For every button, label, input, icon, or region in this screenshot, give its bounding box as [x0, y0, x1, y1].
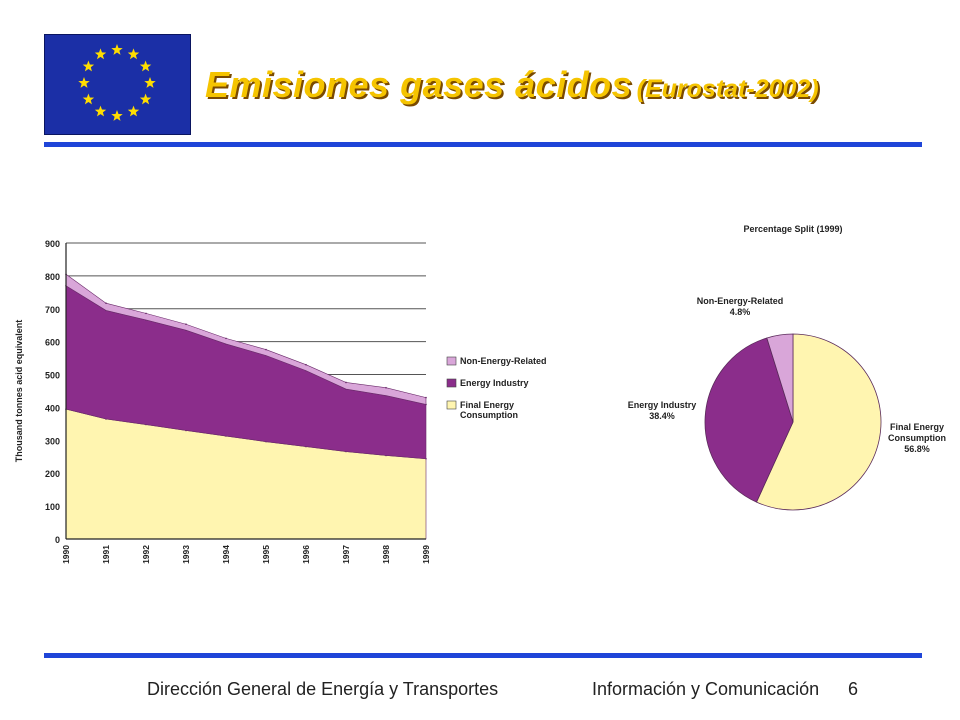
- stacked-area-chart: 0 100 200 300 400 500 600 700 800 900 1990 1991 1992…: [14, 239, 547, 564]
- legend-swatch: [446, 400, 457, 410]
- x-tick-label: 1990: [61, 545, 71, 564]
- x-tick-label: 1995: [261, 545, 271, 564]
- data-point: [305, 363, 307, 366]
- title-main: Emisiones gases ácidos: [205, 64, 633, 105]
- x-tick-label: 1998: [381, 545, 391, 564]
- pie-slice-0: [755, 333, 882, 511]
- pie-title: Percentage Split (1999): [743, 224, 842, 234]
- y-tick-label: 200: [45, 469, 60, 479]
- pie-chart: Percentage Split (1999) Final EnergyConsu…: [628, 224, 946, 511]
- flag-star-icon: [127, 105, 140, 117]
- data-point: [225, 337, 227, 340]
- pie-slice-label: Final Energy: [890, 422, 944, 432]
- flag-star-icon: [139, 60, 152, 72]
- eu-flag-icon: [44, 34, 191, 135]
- x-tick-label: 1991: [101, 545, 111, 564]
- x-tick-label: 1999: [421, 545, 431, 564]
- flag-star-icon: [127, 48, 140, 60]
- footer-organization: Dirección General de Energía y Transport…: [147, 679, 499, 699]
- title-sub: (Eurostat-2002): [636, 75, 819, 103]
- legend-swatch: [446, 356, 457, 366]
- flag-star-icon: [144, 77, 156, 88]
- legend-label: Energy Industry: [460, 378, 529, 388]
- legend-swatch: [446, 378, 457, 388]
- data-point: [425, 396, 427, 399]
- pie-percent-label: 4.8%: [730, 307, 751, 317]
- eu-flag-stars: [78, 44, 156, 121]
- x-tick-label: 1993: [181, 545, 191, 564]
- y-tick-label: 300: [45, 436, 60, 446]
- flag-star-icon: [82, 93, 95, 105]
- top-divider: [44, 142, 922, 147]
- flag-star-icon: [94, 105, 107, 117]
- data-point: [145, 312, 147, 315]
- y-tick-label: 100: [45, 502, 60, 512]
- y-tick-label: 500: [45, 371, 60, 381]
- legend-label: Final Energy: [460, 400, 514, 410]
- y-tick-label: 400: [45, 403, 60, 413]
- data-point: [385, 386, 387, 389]
- data-point: [265, 348, 267, 351]
- flag-star-icon: [94, 48, 107, 60]
- flag-star-icon: [111, 44, 123, 55]
- x-tick-label: 1996: [301, 545, 311, 564]
- y-axis-label: Thousand tonnes acid equivalent: [14, 320, 24, 463]
- data-point: [345, 381, 347, 384]
- flag-star-icon: [139, 93, 152, 105]
- legend-label: Non-Energy-Related: [460, 356, 547, 366]
- pie-percent-label: 38.4%: [649, 411, 675, 421]
- data-point: [105, 302, 107, 304]
- pie-slice-label: Energy Industry: [628, 400, 697, 410]
- bottom-divider: [44, 653, 922, 658]
- y-tick-label: 800: [45, 272, 60, 282]
- y-tick-label: 700: [45, 305, 60, 315]
- flag-star-icon: [82, 60, 95, 72]
- y-tick-label: 600: [45, 338, 60, 348]
- legend-label: Consumption: [460, 410, 518, 420]
- y-tick-label: 0: [55, 535, 60, 545]
- pie-slice-label: Non-Energy-Related: [697, 296, 784, 306]
- flag-star-icon: [78, 77, 90, 88]
- y-tick-label: 900: [45, 239, 60, 249]
- page-number: 6: [848, 679, 859, 699]
- pie-slice-2: [766, 333, 794, 423]
- page-title: Emisiones gases ácidos (Eurostat-2002): [205, 64, 819, 106]
- data-point: [185, 323, 187, 326]
- x-tick-label: 1994: [221, 545, 231, 564]
- pie-percent-label: 56.8%: [904, 444, 930, 454]
- area-series-2: [65, 273, 427, 405]
- flag-star-icon: [111, 110, 123, 121]
- x-tick-label: 1997: [341, 545, 351, 564]
- pie-slice-label: Consumption: [888, 433, 946, 443]
- pie-slice-1: [704, 337, 794, 503]
- x-tick-label: 1992: [141, 545, 151, 564]
- footer-section: Información y Comunicación: [592, 679, 820, 699]
